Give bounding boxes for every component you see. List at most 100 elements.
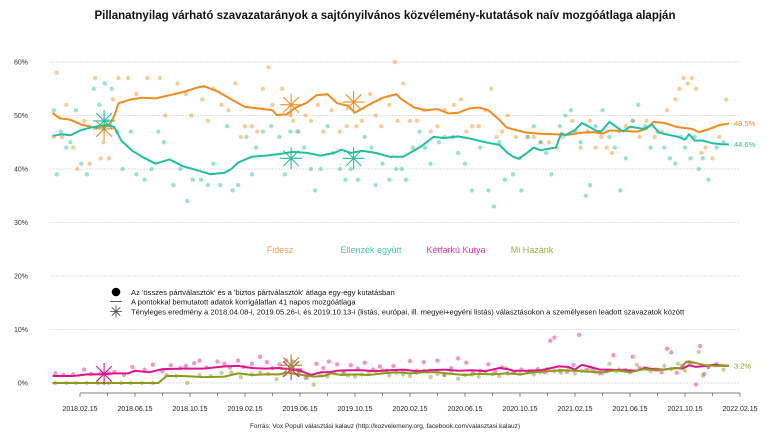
point-fidesz [59, 134, 65, 140]
point-ellenzek-egyutt [185, 198, 190, 204]
point-fidesz [505, 113, 510, 118]
point-fidesz [308, 118, 314, 124]
point-fidesz [546, 140, 552, 145]
point-fidesz [387, 102, 392, 108]
point-ketfarku-kutya [674, 370, 679, 376]
end-label-mi-hazank: 3.2% [734, 361, 751, 370]
point-fidesz [609, 150, 615, 156]
point-ketfarku-kutya [314, 361, 319, 366]
point-fidesz [469, 124, 475, 129]
point-ellenzek-egyutt [277, 134, 282, 140]
point-ellenzek-egyutt [64, 145, 69, 150]
line-fidesz [51, 85, 730, 136]
point-ketfarku-kutya [455, 356, 461, 361]
point-ellenzek-egyutt [312, 188, 318, 193]
point-ketfarku-kutya [53, 371, 58, 376]
point-fidesz [524, 134, 530, 140]
point-ellenzek-egyutt [502, 177, 508, 182]
point-mi-hazank [407, 373, 413, 379]
legend: Az 'összes pártválasztók' és a 'biztos p… [110, 287, 685, 318]
point-ketfarku-kutya [334, 362, 340, 367]
point-fidesz [279, 86, 285, 91]
point-ellenzek-egyutt [308, 166, 314, 172]
point-ellenzek-egyutt [526, 134, 531, 140]
point-fidesz [677, 86, 682, 91]
point-ellenzek-egyutt [128, 129, 134, 134]
party-label-ellenzek-egyutt: Ellenzék együtt [340, 245, 402, 255]
point-fidesz [724, 97, 729, 102]
point-ellenzek-egyutt [362, 134, 367, 140]
star-ellenzek-egyutt [280, 147, 303, 170]
point-fidesz [106, 156, 112, 161]
point-fidesz [92, 75, 98, 81]
point-fidesz [238, 134, 244, 140]
point-fidesz [344, 124, 349, 129]
point-ketfarku-kutya [611, 352, 616, 358]
point-ellenzek-egyutt [706, 177, 711, 182]
point-fidesz [644, 118, 649, 124]
point-ellenzek-egyutt [54, 172, 59, 177]
scatter-points [51, 59, 729, 387]
point-ellenzek-egyutt [301, 145, 307, 150]
point-ellenzek-egyutt [79, 161, 84, 166]
point-ketfarku-kutya [630, 354, 635, 359]
point-ellenzek-egyutt [394, 166, 399, 172]
point-ellenzek-egyutt [410, 145, 415, 150]
point-mi-hazank [675, 361, 681, 366]
point-ellenzek-egyutt [230, 188, 235, 193]
point-ellenzek-egyutt [253, 145, 259, 150]
point-ellenzek-egyutt [583, 193, 589, 198]
point-ketfarku-kutya [362, 360, 367, 365]
point-ketfarku-kutya [183, 363, 189, 369]
point-fidesz [205, 118, 211, 124]
point-ellenzek-egyutt [171, 182, 176, 188]
point-fidesz [315, 102, 321, 108]
point-fidesz [87, 161, 92, 166]
point-mi-hazank [238, 374, 244, 380]
point-ellenzek-egyutt [477, 145, 483, 150]
x-tick-label: 2021.02.15 [557, 406, 592, 413]
point-ellenzek-egyutt [97, 102, 102, 108]
point-ketfarku-kutya [493, 369, 498, 374]
point-fidesz [175, 81, 180, 86]
point-fidesz [451, 102, 457, 108]
party-label-fidesz: Fidesz [267, 245, 294, 255]
point-ketfarku-kutya [377, 364, 382, 369]
end-label-fidesz: 48.5% [734, 119, 756, 128]
x-tick-label: 2022.02.15 [722, 406, 757, 413]
point-fidesz [699, 150, 704, 156]
point-ketfarku-kutya [669, 350, 674, 355]
point-ellenzek-egyutt [325, 124, 330, 129]
point-ketfarku-kutya [552, 335, 557, 340]
point-fidesz [458, 97, 464, 102]
x-tick-label: 2018.06.15 [117, 406, 152, 413]
point-ketfarku-kutya [257, 354, 263, 359]
point-ellenzek-egyutt [563, 113, 568, 118]
point-ellenzek-egyutt [510, 172, 516, 177]
point-mi-hazank [559, 370, 564, 376]
x-tick-label: 2020.02.15 [392, 406, 427, 413]
point-ellenzek-egyutt [688, 156, 693, 161]
x-tick-label: 2018.02.15 [62, 406, 97, 413]
point-mi-hazank [311, 382, 316, 387]
point-ellenzek-egyutt [491, 204, 497, 209]
point-fidesz [531, 134, 536, 140]
y-tick-label: 10% [14, 327, 28, 334]
point-fidesz [693, 86, 699, 91]
point-fidesz [560, 134, 565, 140]
point-fidesz [717, 134, 722, 140]
point-ellenzek-egyutt [578, 140, 583, 145]
legend-label-star: Tényleges eredmény a 2018.04.08-i, 2019.… [131, 308, 685, 317]
point-ellenzek-egyutt [161, 140, 167, 145]
point-mi-hazank [721, 367, 726, 372]
point-fidesz [189, 113, 194, 118]
x-axis: 2018.02.15 2018.06.15 2018.10.15 2019.02.15… [62, 392, 758, 413]
star-ray [345, 150, 362, 167]
point-ketfarku-kutya [548, 338, 553, 343]
point-mi-hazank [257, 370, 263, 375]
x-tick-label: 2019.02.15 [227, 406, 262, 413]
point-mi-hazank [185, 380, 190, 386]
point-mi-hazank [572, 371, 578, 376]
point-fidesz [623, 124, 629, 129]
point-fidesz [392, 59, 398, 65]
